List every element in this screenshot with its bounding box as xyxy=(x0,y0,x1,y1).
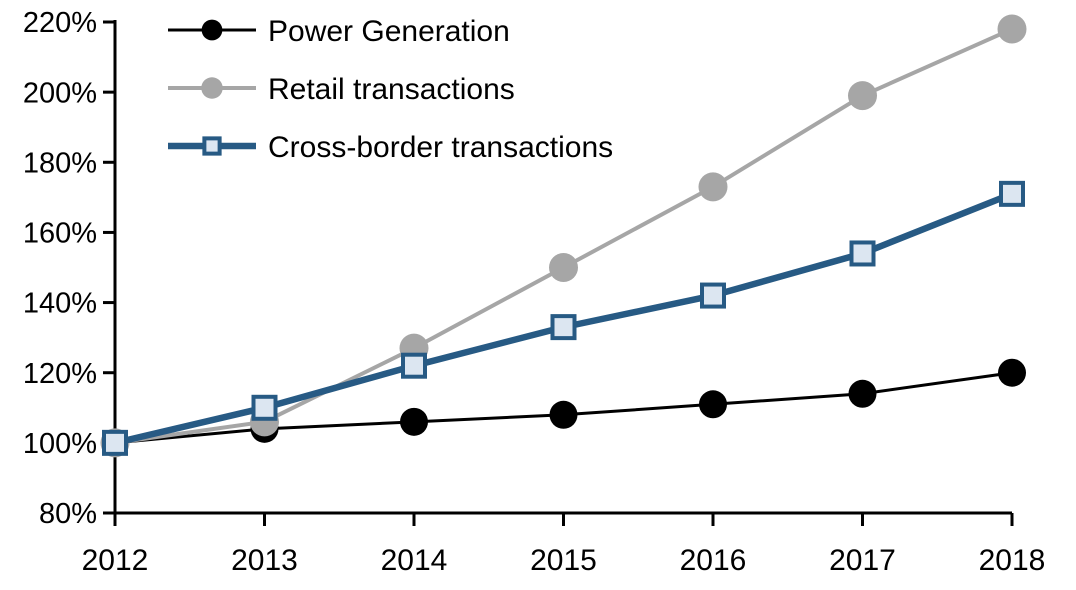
series-cross-border-transactions xyxy=(102,180,1025,456)
y-tick-label-100: 100% xyxy=(23,428,97,460)
marker-retail-transactions-2018 xyxy=(997,14,1027,44)
marker-retail-transactions-2017 xyxy=(848,81,877,111)
legend: Power Generation Retail transactions Cross… xyxy=(168,15,613,164)
marker-retail-transactions-2015 xyxy=(549,253,578,282)
marker-power-generation-2016 xyxy=(699,390,727,419)
y-tick-label-220: 220% xyxy=(23,7,97,39)
x-tick-label-2016: 2016 xyxy=(680,544,747,577)
marker-power-generation-2017 xyxy=(848,379,877,408)
y-tick-label-160: 160% xyxy=(23,218,97,250)
marker-cross-border-transactions-2013 xyxy=(251,394,278,421)
x-tick-label-2018: 2018 xyxy=(979,544,1046,577)
marker-cross-border-transactions-2014 xyxy=(401,352,427,379)
marker-power-generation-2014 xyxy=(400,407,428,436)
y-tick-label-120: 120% xyxy=(23,358,97,390)
marker-power-generation-2015 xyxy=(549,400,578,429)
y-tick-label-200: 200% xyxy=(23,77,97,109)
marker-retail-transactions-legend xyxy=(201,77,223,99)
x-tick-label-2017: 2017 xyxy=(829,544,896,577)
x-tick-label-2012: 2012 xyxy=(82,544,149,577)
marker-power-generation-legend xyxy=(201,19,223,41)
x-tick-label-2014: 2014 xyxy=(381,544,448,577)
x-tick-label-2015: 2015 xyxy=(530,544,597,577)
x-tick-label-2013: 2013 xyxy=(231,544,298,577)
marker-retail-transactions-2016 xyxy=(698,172,728,202)
marker-power-generation-2018 xyxy=(998,358,1026,387)
marker-cross-border-transactions-2018 xyxy=(999,180,1025,207)
marker-cross-border-transactions-2017 xyxy=(849,240,876,267)
marker-cross-border-transactions-2015 xyxy=(550,314,577,341)
legend-item-retail-transactions: Retail transactions xyxy=(168,73,515,106)
marker-cross-border-transactions-2012 xyxy=(102,429,128,456)
legend-item-cross-border-transactions: Cross-border transactions xyxy=(168,131,613,164)
series-retail-transactions xyxy=(100,14,1027,458)
y-tick-label-140: 140% xyxy=(23,288,97,320)
y-tick-label-80: 80% xyxy=(39,498,97,530)
y-tick-label-180: 180% xyxy=(23,147,97,179)
legend-label-cross-border-transactions: Cross-border transactions xyxy=(268,131,613,164)
legend-label-power-generation: Power Generation xyxy=(268,15,510,48)
marker-cross-border-transactions-2016 xyxy=(700,282,726,309)
marker-cross-border-transactions-legend xyxy=(202,136,222,156)
legend-label-retail-transactions: Retail transactions xyxy=(268,73,515,106)
legend-item-power-generation: Power Generation xyxy=(168,15,510,48)
